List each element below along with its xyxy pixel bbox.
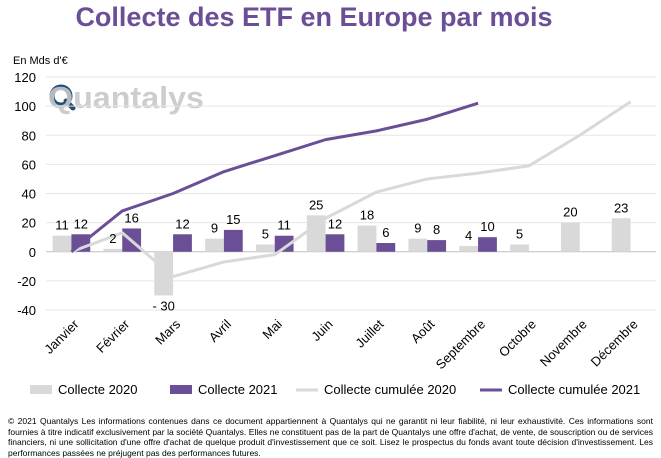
y-tick-label: -20: [17, 274, 36, 289]
bar: [611, 218, 631, 252]
data-label: 11: [55, 218, 69, 233]
x-tick-label: Avril: [206, 316, 234, 344]
disclaimer-footer: © 2021 Quantalys Les informations conten…: [8, 416, 653, 458]
y-tick-label: 100: [14, 99, 36, 114]
quantalys-logo: Quantalys: [48, 80, 204, 115]
bar: [357, 225, 377, 252]
y-axis: -40 -20 0 20 40 60 80 100 120: [14, 70, 36, 318]
data-labels: 11 2 - 30 9 5 25 18 9 4 5 20 23 12 16 12 15 11 12 6 8 10: [55, 197, 628, 313]
lines: [70, 100, 632, 279]
bar: [52, 235, 72, 252]
data-label: 20: [563, 205, 577, 220]
x-tick-label: Juillet: [352, 316, 386, 350]
bar: [306, 215, 326, 252]
bar: [478, 237, 497, 252]
logo-q-ring: [49, 84, 73, 108]
gridlines: [46, 76, 656, 311]
x-tick-label: Février: [93, 316, 133, 356]
bar: [408, 238, 428, 252]
legend: Collecte 2020 Collecte 2021 Collecte cumul…: [30, 382, 640, 397]
data-label: 10: [480, 219, 494, 234]
data-label: 23: [614, 200, 628, 215]
y-tick-label: 20: [22, 216, 36, 231]
data-label: 15: [226, 212, 240, 227]
bar: [255, 244, 275, 252]
x-tick-label: Novembre: [537, 317, 590, 370]
x-tick-label: Mai: [259, 316, 284, 341]
logo-q-tail: [63, 98, 76, 111]
x-tick-label: Août: [408, 316, 438, 346]
x-tick-label: Septembre: [433, 317, 489, 373]
x-axis: Janvier Février Mars Avril Mai Juin Juillet Aoû…: [41, 316, 640, 372]
y-tick-label: 60: [22, 157, 36, 172]
legend-swatch: [170, 385, 192, 394]
logo-text: Quantalys: [48, 80, 204, 115]
bar: [325, 234, 345, 252]
bar: [173, 234, 192, 252]
legend-label: Collecte cumulée 2021: [508, 382, 640, 397]
bar: [510, 244, 529, 252]
data-label: 9: [211, 221, 218, 236]
bar: [427, 240, 447, 252]
data-label: 2: [109, 231, 116, 246]
data-label: 4: [465, 228, 472, 243]
y-tick-label: -40: [17, 303, 36, 318]
bar: [205, 238, 224, 252]
series-line: [70, 100, 632, 279]
y-tick-label: 120: [14, 70, 36, 85]
x-tick-label: Octobre: [496, 317, 539, 360]
y-axis-unit-label: En Mds d'€: [13, 55, 68, 67]
legend-label: Collecte 2021: [198, 382, 278, 397]
bar: [560, 222, 580, 252]
legend-label: Collecte cumulée 2020: [324, 382, 456, 397]
data-label: 8: [433, 222, 440, 237]
y-tick-label: 0: [29, 245, 36, 260]
x-tick-label: Décembre: [588, 317, 641, 370]
legend-swatch: [30, 385, 52, 394]
data-label: 12: [175, 216, 189, 231]
y-tick-label: 80: [22, 128, 36, 143]
x-tick-label: Janvier: [41, 316, 82, 357]
data-label: 18: [360, 208, 374, 223]
data-label: 25: [309, 197, 323, 212]
data-label: 11: [277, 218, 291, 233]
data-label: - 30: [152, 298, 174, 313]
x-tick-label: Juin: [308, 317, 335, 344]
x-tick-label: Mars: [152, 316, 183, 347]
data-label: 5: [262, 226, 269, 241]
legend-label: Collecte 2020: [58, 382, 138, 397]
bar: [103, 248, 123, 252]
bar: [274, 235, 294, 252]
bar: [459, 245, 479, 252]
data-label: 12: [328, 216, 342, 231]
y-tick-label: 40: [22, 187, 36, 202]
data-label: 5: [516, 226, 523, 241]
data-label: 6: [382, 225, 389, 240]
chart-title: Collecte des ETF en Europe par mois: [75, 2, 552, 32]
data-label: 9: [414, 221, 421, 236]
bar: [223, 229, 243, 252]
data-label: 12: [74, 216, 88, 231]
bar: [376, 243, 396, 252]
data-label: 16: [124, 210, 138, 225]
series-line: [70, 101, 479, 253]
